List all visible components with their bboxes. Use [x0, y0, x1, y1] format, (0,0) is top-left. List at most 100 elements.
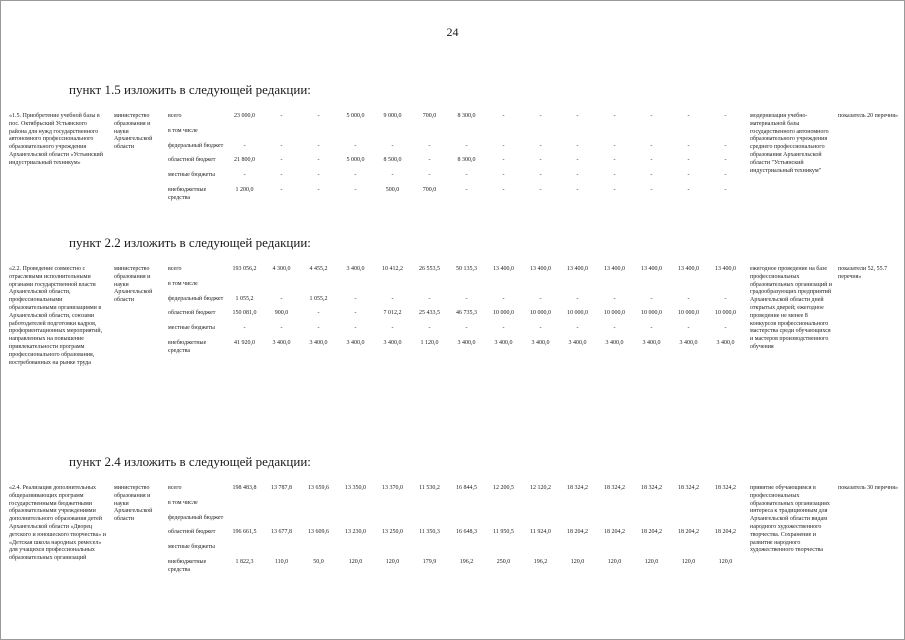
- value-cell: 50,0: [313, 558, 324, 565]
- budget-row-label: внебюджетные средства: [168, 558, 207, 573]
- value-cell: 8 500,0: [383, 157, 402, 164]
- budget-rows: всего 23 000,0 - - 5 000,0 9 000,0 700,0 8 300,…: [168, 113, 744, 210]
- value-cell: 4 300,0: [272, 266, 291, 272]
- value-cell: -: [502, 157, 505, 164]
- budget-row-values: 196 661,5 13 677,8 13 609,6 13 230,0 13 250,…: [226, 529, 744, 537]
- value-cell: 1 055,2: [309, 295, 328, 302]
- value-cell: -: [687, 142, 690, 149]
- value-cell: -: [428, 325, 431, 332]
- value-cell: -: [317, 142, 320, 149]
- value-cell: -: [465, 172, 468, 179]
- value-cell: 9 000,0: [383, 113, 402, 119]
- value-cell: -: [650, 325, 653, 332]
- value-cell: 10 000,0: [493, 310, 514, 317]
- value-cell: -: [724, 186, 727, 193]
- indicator-reference: показатель 30 перечня»: [838, 485, 898, 491]
- value-cell: 23 000,0: [234, 113, 255, 119]
- value-cell: 1 200,0: [235, 186, 254, 193]
- value-cell: 3 400,0: [457, 339, 476, 346]
- value-cell: -: [317, 113, 320, 119]
- value-cell: -: [650, 113, 653, 119]
- value-cell: 18 204,2: [678, 529, 699, 536]
- budget-rows: всего 198 483,8 13 787,8 13 659,6 13 350,0 13…: [168, 485, 744, 582]
- value-cell: -: [502, 113, 505, 119]
- value-cell: 3 400,0: [716, 339, 735, 346]
- value-cell: -: [354, 310, 357, 317]
- value-cell: -: [576, 325, 579, 332]
- page-number: 24: [446, 25, 459, 39]
- value-cell: -: [465, 142, 468, 149]
- value-cell: 179,9: [422, 558, 437, 565]
- value-cell: -: [354, 325, 357, 332]
- value-cell: -: [687, 295, 690, 302]
- budget-row: всего 198 483,8 13 787,8 13 659,6 13 350,0 13…: [168, 485, 744, 493]
- value-cell: -: [539, 325, 542, 332]
- value-cell: 13 677,8: [271, 529, 292, 536]
- value-cell: 13 230,0: [345, 529, 366, 536]
- value-cell: -: [724, 325, 727, 332]
- budget-row: всего 23 000,0 - - 5 000,0 9 000,0 700,0 8 300,…: [168, 113, 744, 121]
- value-cell: 10 000,0: [604, 310, 625, 317]
- value-cell: -: [280, 172, 283, 179]
- budget-row-values: --------------: [226, 325, 744, 333]
- value-cell: 4 455,2: [309, 266, 328, 272]
- value-cell: -: [650, 157, 653, 164]
- value-cell: 3 400,0: [494, 339, 513, 346]
- value-cell: 13 400,0: [678, 266, 699, 272]
- value-cell: -: [539, 295, 542, 302]
- budget-row-label: областной бюджет: [168, 310, 216, 317]
- value-cell: -: [613, 172, 616, 179]
- section-table: «2.2. Проведение совместно с отраслевыми…: [9, 266, 904, 418]
- value-cell: -: [280, 325, 283, 332]
- value-cell: -: [428, 172, 431, 179]
- budget-row-label: внебюджетные средства: [168, 339, 207, 354]
- value-cell: -: [502, 295, 505, 302]
- value-cell: -: [465, 325, 468, 332]
- value-cell: -: [243, 325, 246, 332]
- budget-row: областной бюджет 21 800,0 - - 5 000,0 8 500,0…: [168, 157, 744, 165]
- value-cell: -: [724, 142, 727, 149]
- value-cell: 5 000,0: [346, 113, 365, 119]
- value-cell: -: [650, 142, 653, 149]
- value-cell: -: [724, 172, 727, 179]
- budget-row-label: в том числе: [168, 127, 198, 134]
- value-cell: -: [354, 186, 357, 193]
- value-cell: 10 000,0: [678, 310, 699, 317]
- budget-row-values: 21 800,0 - - 5 000,0 8 500,0 - 8 300,0 - - - - - - -: [226, 157, 744, 165]
- budget-row-values: 150 081,0 900,0 - - 7 012,2 25 433,5 46 735,3 1…: [226, 310, 744, 318]
- value-cell: 13 400,0: [715, 266, 736, 272]
- value-cell: 18 324,2: [604, 485, 625, 491]
- value-cell: 13 370,0: [382, 485, 403, 491]
- value-cell: 18 324,2: [567, 485, 588, 491]
- value-cell: -: [317, 157, 320, 164]
- item-description: «1.5. Приобретение учебной базы в пос. О…: [9, 113, 103, 166]
- value-cell: 18 324,2: [715, 485, 736, 491]
- budget-row: внебюджетные средства 41 920,0 3 400,0 3 40…: [168, 340, 744, 356]
- value-cell: 21 800,0: [234, 157, 255, 164]
- budget-row-values: --------------: [226, 172, 744, 180]
- budget-row-values: 23 000,0 - - 5 000,0 9 000,0 700,0 8 300,0 - - - -…: [226, 113, 744, 121]
- value-cell: 12 200,5: [493, 485, 514, 491]
- value-cell: 120,0: [718, 558, 733, 565]
- value-cell: -: [317, 325, 320, 332]
- value-cell: -: [280, 113, 283, 119]
- budget-row-label: областной бюджет: [168, 157, 216, 164]
- value-cell: -: [576, 157, 579, 164]
- value-cell: 500,0: [385, 186, 400, 193]
- budget-row-label: внебюджетные средства: [168, 186, 207, 201]
- value-cell: 18 204,2: [641, 529, 662, 536]
- budget-row: федеральный бюджет: [168, 515, 744, 523]
- budget-row: внебюджетные средства 1 822,3 110,0 50,0 120…: [168, 559, 744, 575]
- value-cell: 3 400,0: [605, 339, 624, 346]
- value-cell: 50 135,3: [456, 266, 477, 272]
- budget-row: областной бюджет 150 081,0 900,0 - - 7 012,2 2…: [168, 310, 744, 318]
- value-cell: -: [243, 142, 246, 149]
- value-cell: 18 204,2: [604, 529, 625, 536]
- value-cell: -: [465, 186, 468, 193]
- value-cell: 700,0: [422, 186, 437, 193]
- value-cell: 16 648,3: [456, 529, 477, 536]
- value-cell: 3 400,0: [679, 339, 698, 346]
- budget-row: местные бюджеты - - - - - - - - - - - - - -: [168, 325, 744, 333]
- value-cell: 700,0: [422, 113, 437, 119]
